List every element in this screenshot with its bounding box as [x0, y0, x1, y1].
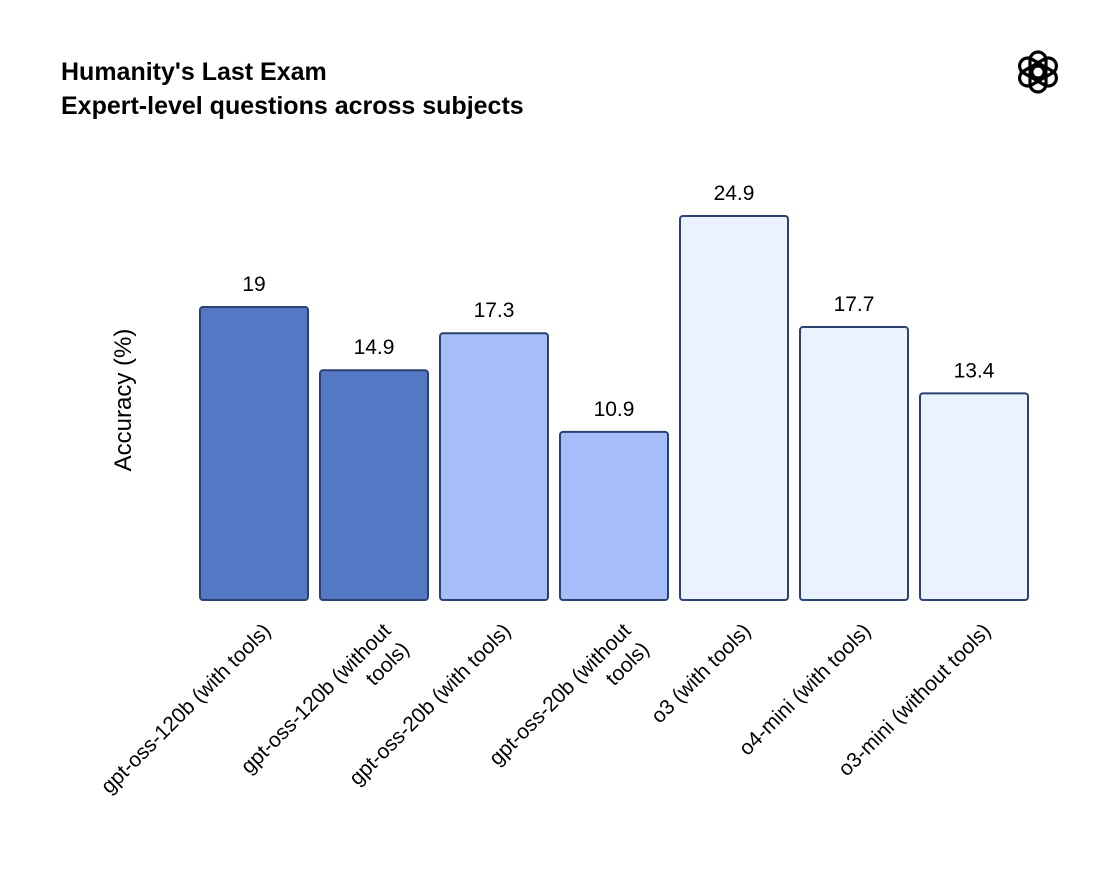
x-tick-label-5: o4-mini (with tools) — [735, 619, 876, 760]
chart-title: Humanity's Last Exam — [61, 58, 327, 86]
value-label-5: 17.7 — [834, 293, 875, 316]
y-axis-label: Accuracy (%) — [110, 329, 137, 472]
x-tick-label-3: gpt-oss-20b (withouttools) — [485, 619, 654, 788]
x-tick-label-5-line-0: o4-mini (with tools) — [735, 619, 876, 760]
chart-subtitle: Expert-level questions across subjects — [61, 92, 524, 120]
bar-1 — [319, 369, 429, 601]
openai-logo-icon — [1018, 50, 1058, 94]
value-label-3: 10.9 — [594, 398, 635, 421]
bar-3 — [559, 430, 669, 602]
value-label-0: 19 — [242, 273, 265, 296]
x-tick-label-4: o3 (with tools) — [647, 619, 756, 728]
bars — [199, 215, 1029, 602]
bar-4 — [679, 215, 789, 601]
value-label-1: 14.9 — [354, 336, 395, 359]
bar-5 — [799, 326, 909, 601]
value-label-4: 24.9 — [714, 182, 755, 205]
value-label-6: 13.4 — [954, 359, 995, 382]
x-tick-label-4-line-0: o3 (with tools) — [647, 619, 756, 728]
value-label-2: 17.3 — [474, 299, 515, 322]
x-tick-labels: gpt-oss-120b (with tools)gpt-oss-120b (w… — [97, 619, 996, 798]
value-labels: 19 14.9 17.3 10.9 24.9 17.7 13.4 — [242, 182, 994, 421]
bar-6 — [919, 392, 1029, 601]
bar-2 — [439, 332, 549, 601]
bar-0 — [199, 305, 309, 601]
